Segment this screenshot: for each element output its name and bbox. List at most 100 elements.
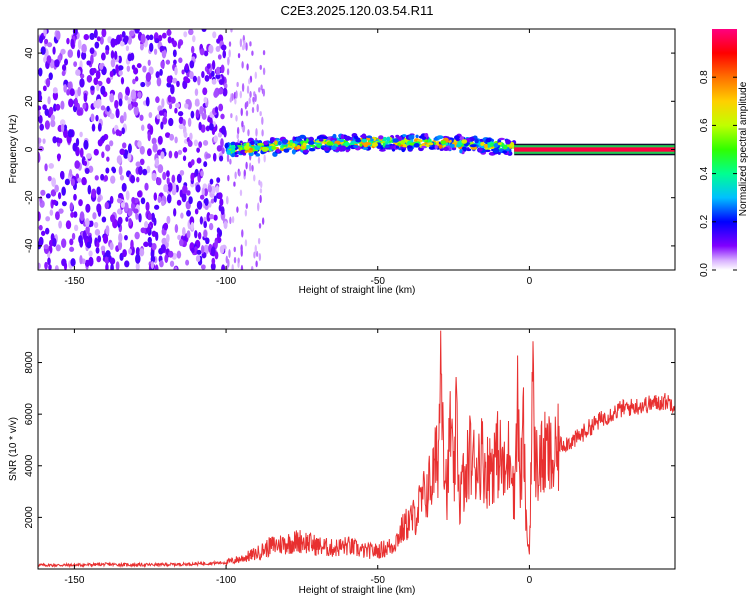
y-tick-label: -40 [24, 238, 35, 253]
heatmap-cell [115, 34, 121, 45]
heatmap-cell [238, 170, 241, 177]
snr-series-line [38, 330, 675, 569]
x-tick-label: -150 [64, 276, 84, 287]
spectrogram-y-ticks: -40 -20 0 20 40 [24, 47, 675, 253]
heatmap-cell [251, 50, 254, 56]
spectrogram-x-ticks: -150 -100 -50 0 [64, 29, 533, 287]
heatmap-cell [136, 176, 140, 183]
heatmap-cell [326, 141, 334, 146]
heatmap-cell [424, 132, 429, 138]
heatmap-cell [212, 152, 217, 162]
colorbar-label: Normalized spectral amplitude [738, 81, 749, 216]
heatmap-cell [138, 213, 142, 223]
heatmap-cell [493, 142, 499, 148]
heatmap-cell [253, 251, 256, 259]
colorbar-tick-label: 0.8 [699, 70, 710, 84]
heatmap-cell [388, 140, 394, 143]
heatmap-cell [236, 206, 239, 213]
heatmap-cell [218, 79, 224, 85]
heatmap-cell [38, 146, 44, 152]
heatmap-cell [137, 140, 142, 148]
heatmap-cell [200, 124, 206, 133]
heatmap-cell [163, 222, 169, 231]
heatmap-cell [217, 192, 223, 200]
x-tick-label: 0 [527, 575, 533, 586]
heatmap-cell [169, 260, 175, 267]
heatmap-cell [227, 174, 230, 182]
heatmap-cell [60, 123, 65, 133]
heatmap-cell [94, 228, 101, 236]
chart-title: C2E3.2025.120.03.54.R11 [281, 3, 434, 18]
heatmap-cell [505, 139, 511, 145]
heatmap-cell [228, 49, 231, 58]
heatmap-cell [147, 212, 152, 221]
heatmap-cell [271, 146, 277, 150]
heatmap-cell [59, 119, 66, 127]
heatmap-cell [194, 208, 199, 215]
heatmap-cell [339, 145, 347, 151]
heatmap-cell [55, 244, 61, 252]
heatmap-cell [227, 258, 230, 268]
heatmap-cell [155, 71, 160, 79]
heatmap-cell [190, 172, 195, 182]
heatmap-cell [239, 90, 242, 99]
heatmap-cell [208, 201, 212, 208]
heatmap-cell [104, 256, 110, 265]
heatmap-cell [355, 138, 362, 143]
heatmap-cell [205, 153, 211, 159]
y-tick-label: -20 [24, 190, 35, 205]
snr-y-ticks: 2000 4000 6000 8000 [24, 351, 675, 529]
heatmap-cell [137, 91, 142, 99]
heatmap-cell [392, 138, 399, 143]
heatmap-cell [60, 48, 66, 55]
heatmap-cell [269, 137, 275, 143]
heatmap-cell [145, 72, 152, 82]
heatmap-cell [160, 151, 165, 160]
heatmap-cell [195, 255, 201, 263]
heatmap-cell [332, 133, 337, 139]
heatmap-cell [226, 149, 232, 155]
heatmap-cell [46, 42, 53, 48]
heatmap-cell [67, 81, 72, 90]
x-tick-label: 0 [527, 276, 533, 287]
heatmap-cell [200, 264, 206, 270]
heatmap-cell [127, 103, 133, 111]
heatmap-cell [139, 248, 145, 257]
heatmap-cell [241, 120, 244, 128]
heatmap-cell [151, 242, 157, 251]
heatmap-cell [124, 235, 128, 241]
heatmap-cell [114, 99, 119, 109]
heatmap-cell [150, 255, 156, 263]
heatmap-cell [140, 197, 146, 205]
heatmap-cell [205, 125, 210, 132]
heatmap-cell [214, 251, 219, 260]
heatmap-cell [73, 224, 79, 232]
heatmap-cell [93, 148, 99, 156]
heatmap-cell [94, 175, 99, 181]
heatmap-cell [55, 103, 61, 111]
heatmap-cell [130, 175, 136, 184]
heatmap-cell [46, 55, 52, 64]
heatmap-cell [177, 149, 183, 155]
heatmap-cell [139, 114, 144, 121]
spectrogram-x-label: Height of straight line (km) [299, 285, 416, 296]
heatmap-cell [485, 137, 492, 143]
heatmap-cell [197, 75, 201, 86]
heatmap-cell [162, 116, 168, 125]
colorbar-tick-label: 0.0 [699, 263, 710, 277]
heatmap-cell [395, 145, 399, 149]
heatmap-cell [121, 182, 127, 192]
heatmap-cell [203, 220, 207, 229]
heatmap-cell [226, 153, 230, 163]
heatmap-cell [277, 140, 282, 146]
heatmap-cell [144, 221, 149, 229]
heatmap-cell [344, 135, 351, 141]
heatmap-cell [167, 182, 173, 192]
heatmap-cell [176, 80, 180, 88]
heatmap-cell [137, 190, 142, 198]
heatmap-cell [211, 78, 217, 85]
heatmap-cell [185, 259, 190, 266]
heatmap-cell [117, 240, 123, 251]
heatmap-cell [172, 49, 177, 58]
heatmap-cell [165, 59, 171, 65]
